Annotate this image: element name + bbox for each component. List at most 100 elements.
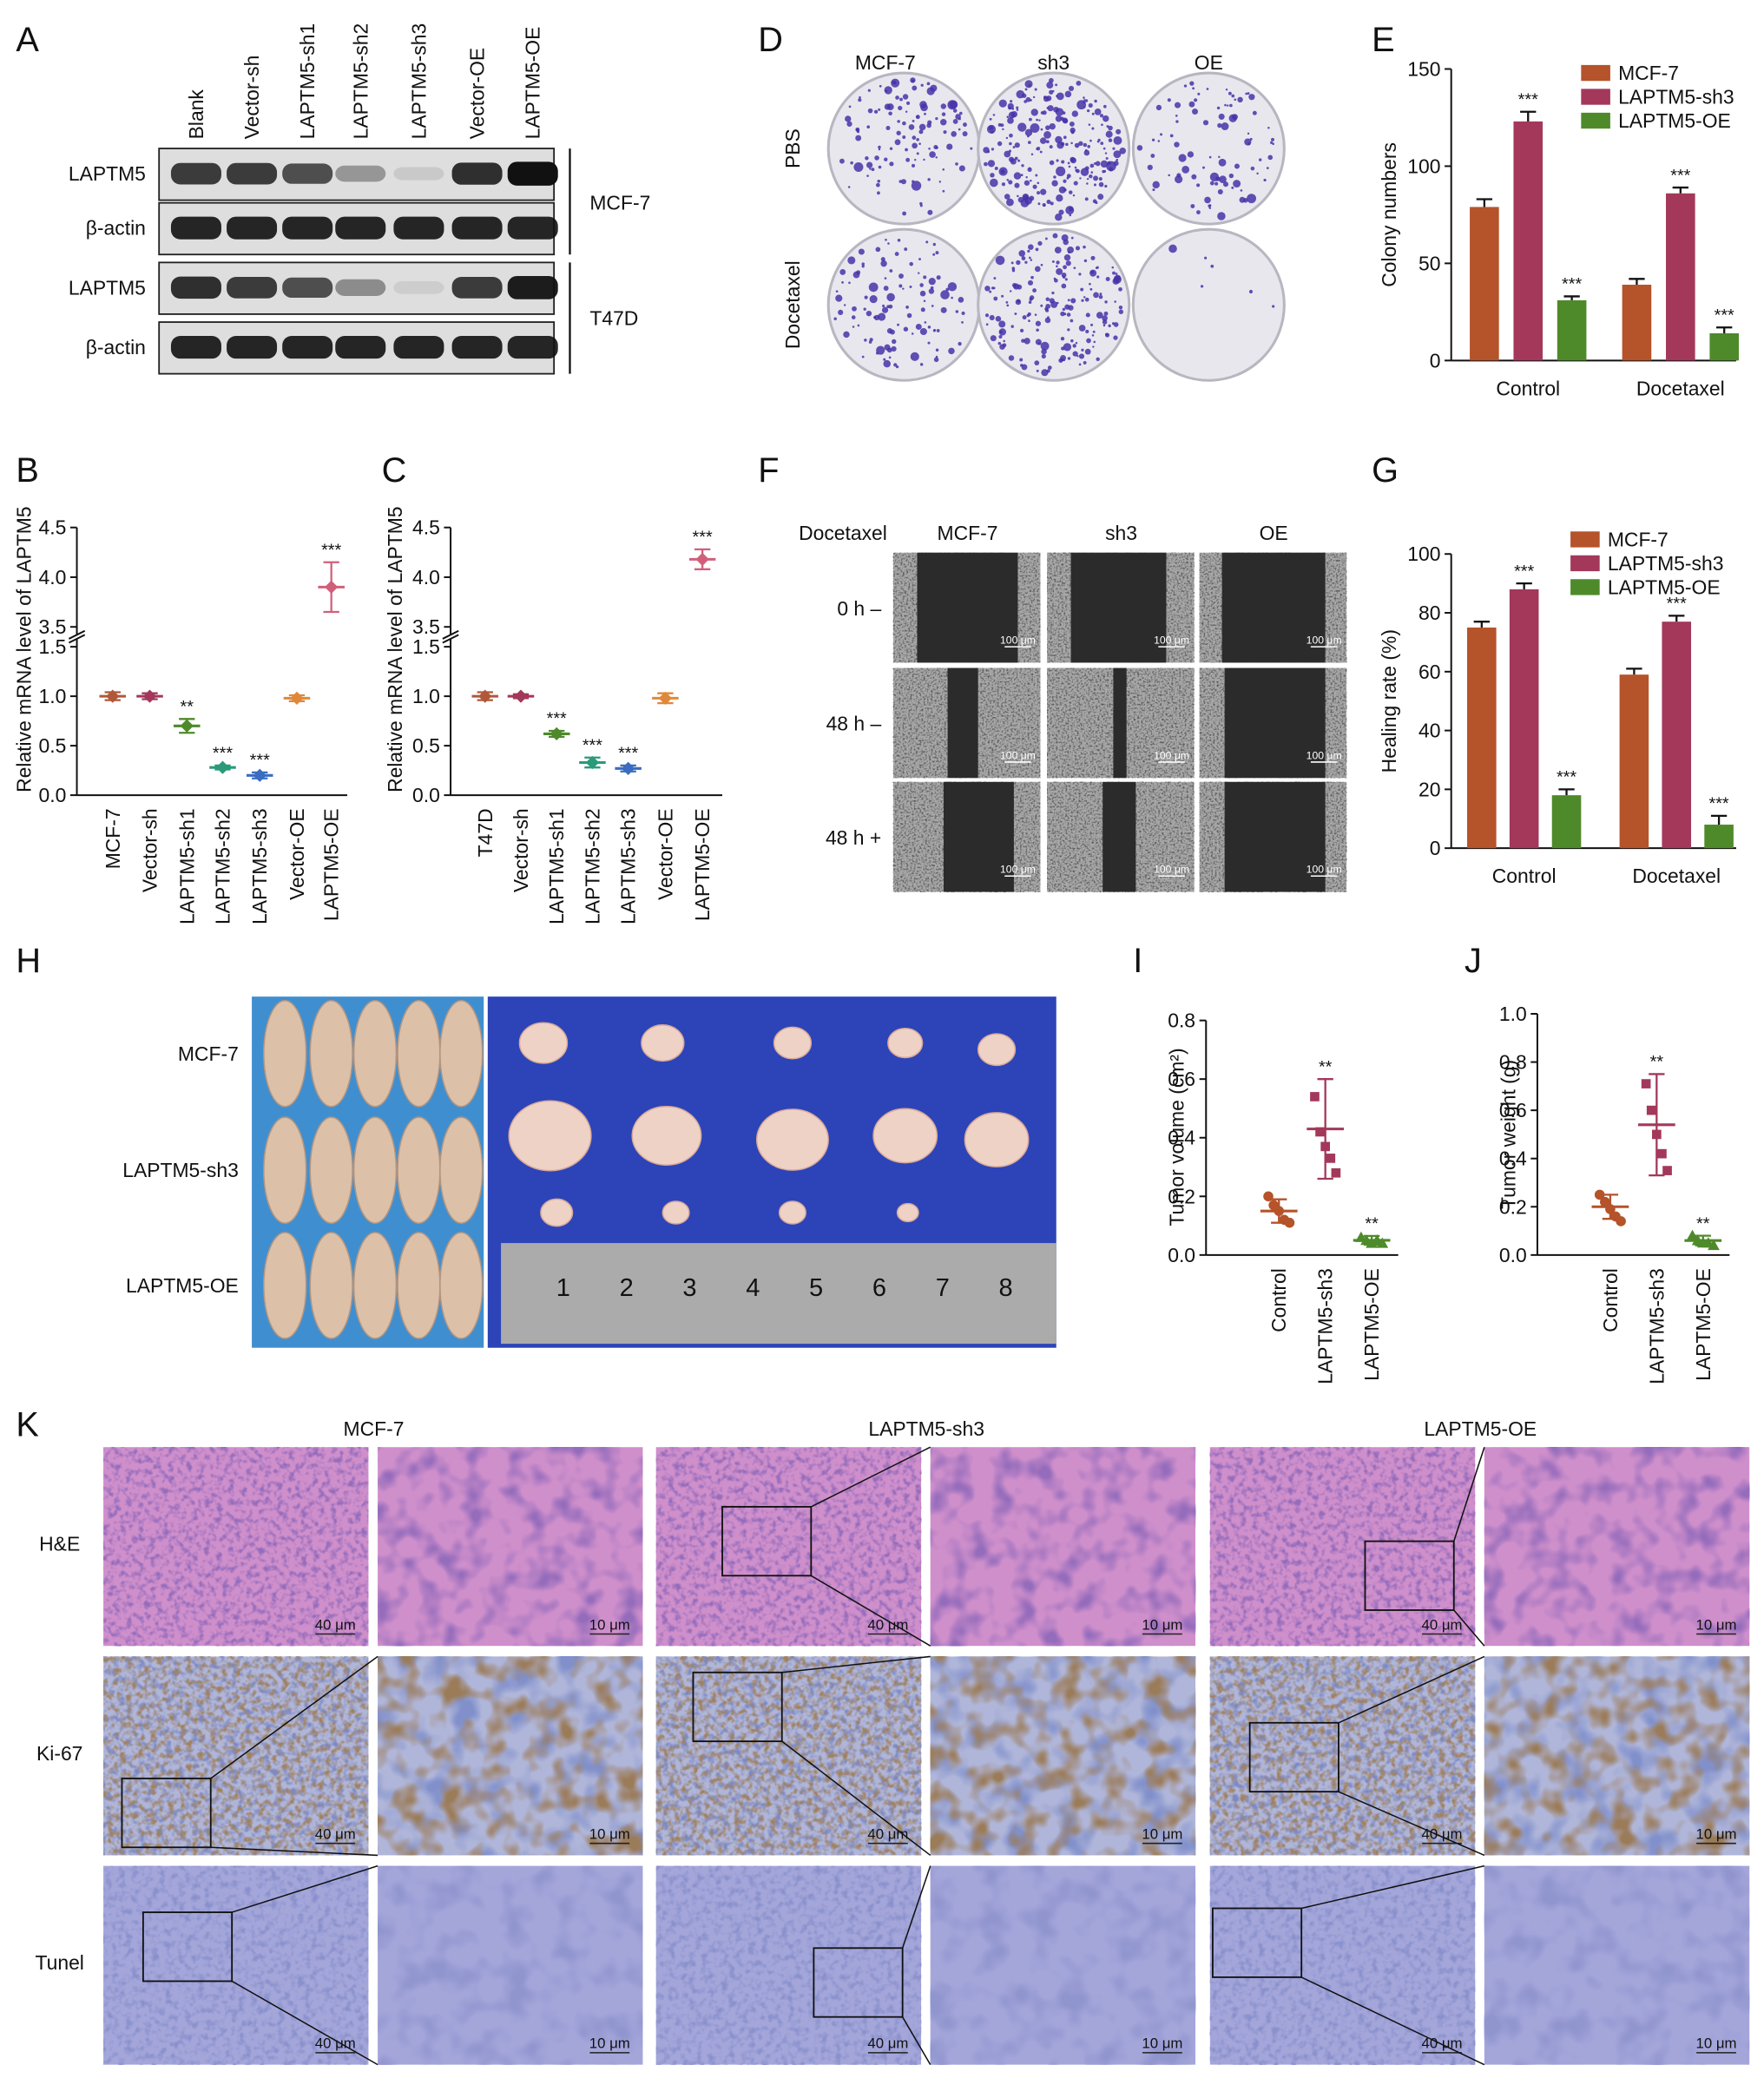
blot-band	[170, 216, 221, 240]
colony-dot	[1174, 102, 1181, 109]
colony-dot	[1041, 348, 1047, 355]
colony-dot	[886, 347, 892, 353]
colony-dot	[1072, 194, 1076, 197]
colony-dot	[1004, 194, 1010, 200]
colony-dot	[1089, 163, 1095, 168]
colony-dot	[1067, 299, 1070, 302]
mouse	[439, 1116, 484, 1224]
y-tick-label: 0.6	[1499, 1099, 1527, 1121]
colony-dot	[912, 119, 915, 122]
x-tick-label: Docetaxel	[1636, 377, 1725, 399]
colony-dot	[993, 277, 997, 279]
colony-dot	[1028, 300, 1032, 305]
colony-dot	[1050, 201, 1054, 206]
colony-dot	[1106, 161, 1116, 172]
colony-dot	[1002, 128, 1004, 131]
colony-dot	[915, 115, 918, 118]
colony-dot	[879, 84, 882, 88]
colony-dot	[1056, 159, 1059, 162]
colony-dot	[1105, 332, 1109, 336]
zoom-line	[210, 1655, 378, 1779]
colony-dot	[1111, 266, 1115, 269]
colony-dot	[940, 118, 947, 126]
y-tick-label: 0.8	[1168, 1009, 1195, 1032]
panel-label: A	[16, 21, 39, 59]
colony-dot	[1001, 294, 1004, 298]
colony-dot	[902, 287, 905, 290]
significance: ***	[321, 541, 341, 560]
mouse	[263, 999, 307, 1108]
column-label: LAPTM5-sh3	[868, 1417, 984, 1440]
colony-dot	[1040, 341, 1050, 351]
y-axis-label: Healing rate (%)	[1378, 629, 1400, 773]
colony-dot	[1084, 348, 1091, 355]
colony-dot	[942, 168, 945, 171]
colony-dot	[1152, 181, 1160, 189]
colony-dot	[1183, 84, 1188, 88]
scale-bar-label: 40 μm	[867, 2035, 908, 2052]
colony-dot	[1081, 299, 1084, 302]
blot-row-label: LAPTM5	[69, 162, 146, 185]
colony-dot	[943, 130, 947, 135]
colony-dot	[923, 158, 925, 161]
zoom-line	[1338, 1791, 1485, 1857]
colony-dot	[1030, 179, 1032, 182]
colony-dot	[1016, 89, 1025, 99]
colony-dot	[955, 162, 958, 166]
colony-dot	[853, 162, 864, 173]
colony-dot	[1035, 174, 1038, 177]
colony-dot	[871, 168, 875, 172]
colony-dot	[1210, 264, 1214, 268]
colony-dot	[1070, 141, 1073, 145]
significance: ***	[1670, 166, 1690, 185]
colony-dot	[858, 98, 862, 102]
micrograph-texture	[655, 1447, 922, 1647]
colony-dot	[1008, 355, 1015, 361]
x-tick-label: LAPTM5-OE	[691, 808, 714, 921]
colony-dot	[1252, 110, 1257, 115]
colony-dot	[1217, 189, 1223, 195]
blot-band	[507, 216, 558, 240]
colony-dot	[925, 240, 929, 244]
colony-dot	[893, 363, 898, 367]
colony-dot	[883, 358, 886, 361]
colony-dot	[998, 320, 1006, 328]
bar	[1470, 207, 1499, 361]
panel-label: D	[758, 21, 783, 59]
scale-bar-label: 10 μm	[1142, 1826, 1182, 1843]
colony-dot	[1091, 112, 1095, 115]
colony-dot	[936, 328, 940, 332]
colony-dot	[909, 285, 912, 288]
colony-dot	[1055, 213, 1063, 221]
colony-dot	[1196, 210, 1201, 214]
colony-dot	[1019, 328, 1024, 333]
colony-dot	[1065, 260, 1071, 266]
scale-bar-label: 100 μm	[1000, 749, 1036, 761]
colony-dot	[935, 348, 939, 352]
tumor	[964, 1112, 1030, 1167]
colony-dot	[918, 142, 921, 145]
colony-dot	[995, 315, 1002, 322]
colony-dot	[1029, 297, 1033, 301]
colony-dot	[1076, 100, 1087, 110]
colony-dot	[1063, 343, 1072, 352]
bar	[1467, 627, 1497, 849]
colony-dot	[898, 273, 904, 279]
colony-dot	[928, 278, 936, 286]
blot-band	[227, 162, 278, 185]
colony-dot	[1024, 88, 1028, 91]
colony-dot	[1266, 167, 1269, 170]
mouse	[352, 1232, 398, 1339]
colony-dot	[847, 186, 851, 188]
colony-dot	[1217, 212, 1226, 220]
colony-dot	[1078, 353, 1085, 359]
blot-band	[170, 276, 221, 299]
colony-dot	[1035, 320, 1042, 326]
colony-dot	[1112, 147, 1116, 150]
colony-dot	[1063, 135, 1067, 140]
colony-dot	[911, 332, 914, 335]
blot-band	[393, 167, 444, 181]
micrograph-texture	[1209, 1656, 1476, 1856]
colony-dot	[1055, 135, 1063, 144]
colony-dot	[1008, 180, 1013, 185]
